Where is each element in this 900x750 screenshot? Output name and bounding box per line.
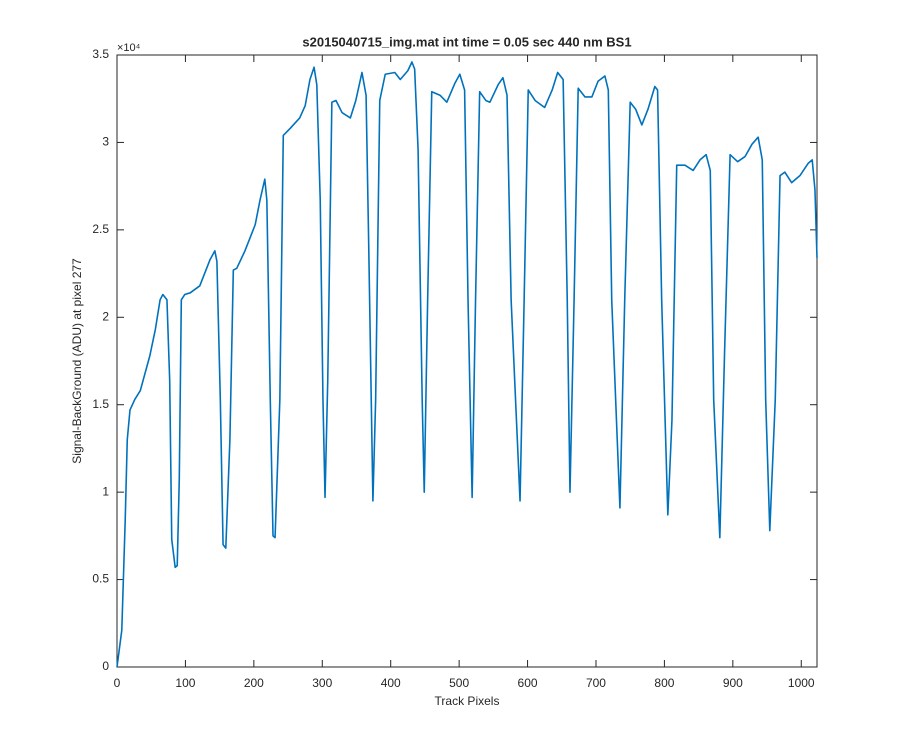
axes-box <box>116 54 818 668</box>
y-tick-label: 2 <box>102 309 109 323</box>
x-tick-label: 700 <box>586 676 606 690</box>
y-tick-label: 1.5 <box>92 397 109 411</box>
y-tick-label: 3 <box>102 135 109 149</box>
x-tick-label: 600 <box>518 676 538 690</box>
y-multiplier: ×10⁴ <box>117 42 141 54</box>
chart-title: s2015040715_img.mat int time = 0.05 sec … <box>302 34 631 49</box>
x-tick-label: 200 <box>244 676 264 690</box>
y-tick-label: 3.5 <box>92 47 109 61</box>
x-tick-label: 300 <box>312 676 332 690</box>
y-tick-label: 2.5 <box>92 222 109 236</box>
y-axis-label: Signal-BackGround (ADU) at pixel 277 <box>70 258 84 464</box>
x-tick-label: 900 <box>723 676 743 690</box>
x-tick-label: 100 <box>175 676 195 690</box>
data-line <box>116 61 818 668</box>
x-tick-label: 0 <box>114 676 121 690</box>
x-tick-label: 1000 <box>788 676 815 690</box>
y-tick-label: 0 <box>102 659 109 673</box>
y-tick-label: 1 <box>102 484 109 498</box>
x-axis-label: Track Pixels <box>435 694 500 708</box>
x-tick-label: 800 <box>654 676 674 690</box>
x-tick-label: 500 <box>449 676 469 690</box>
y-tick-label: 0.5 <box>92 572 109 586</box>
x-tick-label: 400 <box>381 676 401 690</box>
